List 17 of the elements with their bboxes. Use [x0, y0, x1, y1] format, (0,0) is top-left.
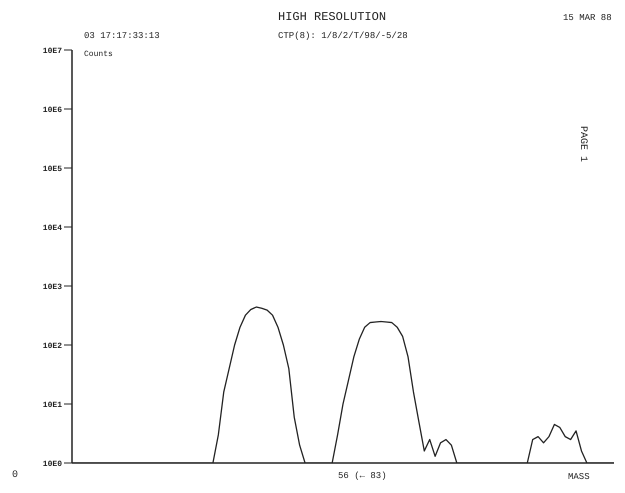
y-tick-label: 10E1 [42, 400, 62, 410]
text: 56 (← 83) [338, 471, 387, 481]
x-axis-title: MASS [568, 472, 590, 482]
y-tick-label: 10E5 [42, 164, 62, 174]
y-tick-label: 10E2 [42, 342, 62, 351]
text: CTP(8): 1/8/2/T/98/-5/28 [278, 31, 408, 41]
y-tick-label: 10E6 [42, 106, 62, 115]
y-tick-label: 10E4 [42, 224, 62, 233]
y-axis-title: Counts [84, 50, 113, 59]
text: 0 [12, 470, 18, 481]
y-tick-label: 10E0 [42, 460, 62, 469]
text: 03 17:17:33:13 [84, 31, 160, 41]
y-tick-label: 10E7 [42, 46, 62, 56]
y-tick-label: 10E3 [42, 282, 62, 292]
chart-title: HIGH RESOLUTION [278, 10, 386, 24]
text: 15 MAR 88 [563, 13, 612, 23]
annotation: PAGE 1 [577, 126, 588, 162]
